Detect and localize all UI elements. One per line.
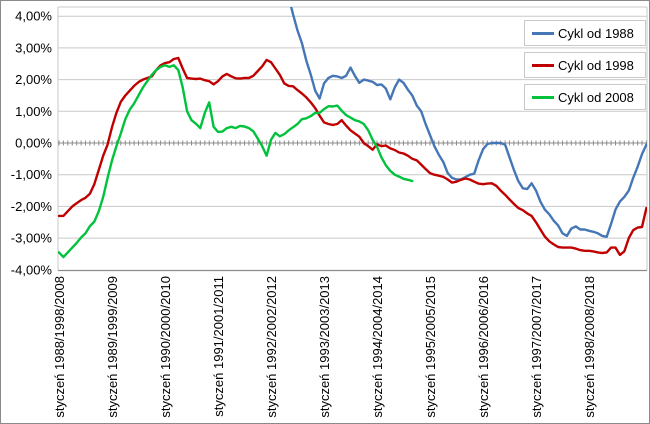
x-tick-label: styczeń 1995/2005/2015 <box>423 276 438 418</box>
legend-item-cykl-1998: Cykl od 1998 <box>524 52 646 78</box>
x-tick-label: styczeń 1991/2001/2011 <box>211 276 226 417</box>
legend-line-sample-red <box>532 63 554 67</box>
x-tick-label: styczeń 1994/2004/2014 <box>370 276 385 418</box>
zero-axis <box>58 140 647 146</box>
y-tick-label: 4,00% <box>15 9 52 24</box>
y-tick-label: -4,00% <box>11 262 53 277</box>
y-tick-label: 3,00% <box>15 40 52 55</box>
legend-label: Cykl od 1998 <box>558 57 634 73</box>
series-line-cykl-od-2008 <box>58 64 414 259</box>
y-tick-label: 1,00% <box>15 104 52 119</box>
x-tick-label: styczeń 1997/2007/2017 <box>529 276 544 418</box>
legend-line-sample-green <box>532 95 554 99</box>
x-tick-label: styczeń 1990/2000/2010 <box>158 276 173 418</box>
y-tick-label: -1,00% <box>11 167 53 182</box>
x-tick-label: styczeń 1992/2002/2012 <box>264 276 279 418</box>
y-tick-label: -2,00% <box>11 199 53 214</box>
legend-line-sample-blue <box>532 31 554 35</box>
legend-label: Cykl od 2008 <box>558 89 634 105</box>
y-tick-label: 2,00% <box>15 72 52 87</box>
y-tick-label: -3,00% <box>11 231 53 246</box>
legend-label: Cykl od 1988 <box>558 25 634 41</box>
x-tick-label: styczeń 1996/2006/2016 <box>476 276 491 418</box>
x-axis-labels: styczeń 1988/1998/2008 styczeń 1989/1999/… <box>52 276 597 418</box>
x-tick-label: styczeń 1998/2008/2018 <box>582 276 597 418</box>
gridlines <box>58 15 647 239</box>
x-tick-label: styczeń 1989/1999/2009 <box>105 276 120 418</box>
legend-item-cykl-1988: Cykl od 1988 <box>524 20 646 46</box>
y-tick-label: 0,00% <box>15 136 52 151</box>
legend-item-cykl-2008: Cykl od 2008 <box>524 84 646 110</box>
x-tick-label: styczeń 1988/1998/2008 <box>52 276 67 418</box>
x-tick-label: styczeń 1993/2003/2013 <box>317 276 332 418</box>
series-line-cykl-od-1988 <box>289 7 647 238</box>
series-lines <box>58 7 647 259</box>
plot-border <box>57 6 648 272</box>
y-axis-labels: 4,00% 3,00% 2,00% 1,00% 0,00% -1,00% -2,00% -3,… <box>11 9 53 278</box>
